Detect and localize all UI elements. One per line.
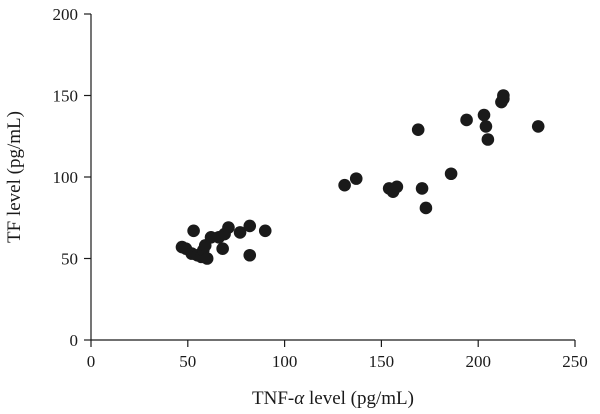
data-point: [200, 252, 214, 265]
x-axis: 0 50 100 150 200 250: [87, 339, 588, 371]
y-tick-label: 0: [70, 331, 79, 350]
data-point: [258, 224, 272, 238]
data-point: [415, 182, 429, 195]
data-point: [419, 201, 433, 215]
x-tick-label: 250: [562, 352, 588, 371]
x-tick-label: 100: [272, 352, 298, 371]
data-point: [477, 108, 491, 122]
data-point: [349, 172, 363, 185]
x-axis-title-symbol: α: [294, 388, 305, 409]
data-point: [187, 224, 200, 238]
data-point: [243, 219, 257, 233]
data-point: [444, 167, 458, 181]
data-point: [481, 133, 495, 146]
data-point: [460, 113, 473, 127]
x-tick-label: 0: [87, 352, 96, 371]
data-point: [479, 120, 493, 133]
y-axis: 0 50 100 150 200: [53, 5, 92, 350]
data-point: [216, 242, 229, 256]
data-point: [390, 180, 404, 194]
data-point: [531, 120, 545, 133]
x-tick-label: 50: [179, 352, 196, 371]
x-tick-label: 200: [465, 352, 491, 371]
data-point: [338, 178, 351, 192]
data-point: [497, 92, 510, 106]
x-axis-title-suffix: level (pg/mL): [304, 388, 414, 409]
data-point: [243, 248, 257, 262]
y-tick-label: 100: [53, 168, 79, 187]
x-tick-label: 150: [369, 352, 395, 371]
y-tick-label: 150: [53, 87, 79, 106]
data-point: [233, 226, 247, 239]
data-points: [175, 89, 545, 265]
data-point: [411, 123, 425, 137]
y-axis-title: TF level (pg/mL): [4, 111, 25, 243]
y-tick-label: 200: [53, 5, 79, 24]
y-tick-label: 50: [61, 250, 78, 269]
x-axis-title: TNF-α level (pg/mL): [252, 388, 414, 409]
x-axis-title-prefix: TNF-: [252, 388, 294, 409]
data-point: [222, 221, 235, 234]
